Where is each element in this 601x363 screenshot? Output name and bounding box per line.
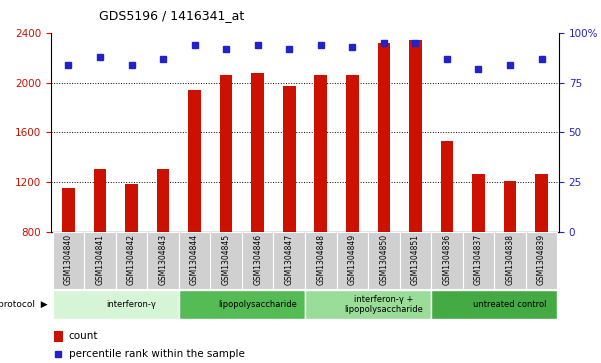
Text: GSM1304841: GSM1304841 [96, 234, 105, 285]
Text: protocol  ▶: protocol ▶ [0, 300, 48, 309]
Bar [494, 232, 526, 289]
Text: GSM1304840: GSM1304840 [64, 234, 73, 285]
Bar [337, 232, 368, 289]
Text: untreated control: untreated control [474, 300, 547, 309]
Text: count: count [69, 331, 99, 341]
Text: GSM1304842: GSM1304842 [127, 234, 136, 285]
Text: GSM1304837: GSM1304837 [474, 234, 483, 285]
Bar [147, 232, 179, 289]
Text: GDS5196 / 1416341_at: GDS5196 / 1416341_at [99, 9, 245, 22]
Bar [220, 75, 233, 232]
Bar [368, 232, 400, 289]
Text: GSM1304848: GSM1304848 [316, 234, 325, 285]
Bar [305, 232, 337, 289]
Bar [305, 290, 431, 319]
Bar [526, 232, 557, 289]
Text: GSM1304850: GSM1304850 [379, 234, 388, 285]
Bar [535, 174, 548, 232]
Bar [242, 232, 273, 289]
Bar [504, 181, 516, 232]
Text: GSM1304845: GSM1304845 [222, 234, 231, 285]
Bar [125, 184, 138, 232]
Bar [431, 232, 463, 289]
Text: interferon-γ +
lipopolysaccharide: interferon-γ + lipopolysaccharide [344, 295, 423, 314]
Text: GSM1304846: GSM1304846 [253, 234, 262, 285]
Bar [472, 174, 485, 232]
Bar [179, 232, 210, 289]
Bar [273, 232, 305, 289]
Bar [431, 290, 557, 319]
Bar [210, 232, 242, 289]
Bar [53, 232, 84, 289]
Text: GSM1304847: GSM1304847 [285, 234, 294, 285]
Bar [441, 141, 453, 232]
Bar [251, 73, 264, 232]
Bar [94, 169, 106, 232]
Bar [188, 90, 201, 232]
Text: GSM1304849: GSM1304849 [348, 234, 357, 285]
Bar [157, 169, 169, 232]
Text: GSM1304836: GSM1304836 [442, 234, 451, 285]
Text: GSM1304844: GSM1304844 [190, 234, 199, 285]
Bar [53, 331, 63, 342]
Bar [346, 75, 359, 232]
Bar [400, 232, 431, 289]
Bar [84, 232, 116, 289]
Bar [53, 290, 179, 319]
Bar [463, 232, 494, 289]
Text: percentile rank within the sample: percentile rank within the sample [69, 349, 245, 359]
Text: GSM1304838: GSM1304838 [505, 234, 514, 285]
Bar [179, 290, 305, 319]
Text: GSM1304851: GSM1304851 [411, 234, 420, 285]
Text: interferon-γ: interferon-γ [106, 300, 156, 309]
Bar [283, 86, 296, 232]
Bar [409, 40, 422, 232]
Text: GSM1304843: GSM1304843 [159, 234, 168, 285]
Text: lipopolysaccharide: lipopolysaccharide [218, 300, 297, 309]
Text: GSM1304839: GSM1304839 [537, 234, 546, 285]
Bar [377, 43, 390, 232]
Bar [62, 188, 75, 232]
Bar [314, 75, 327, 232]
Bar [116, 232, 147, 289]
